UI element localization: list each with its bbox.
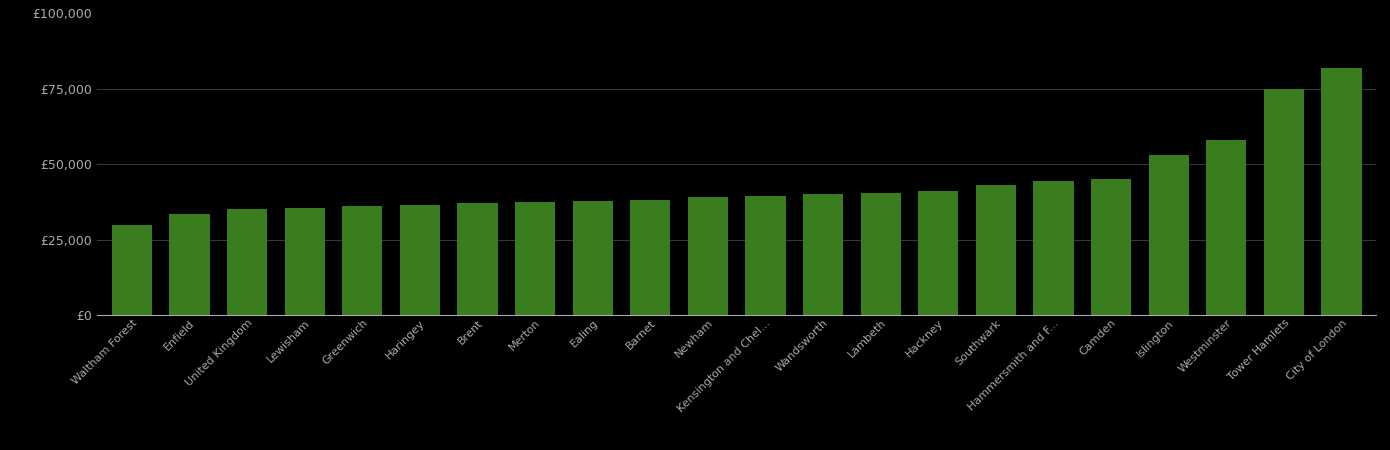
Bar: [1207, 140, 1247, 315]
Bar: [1091, 179, 1131, 315]
Bar: [630, 200, 670, 315]
Bar: [514, 202, 555, 315]
Bar: [1264, 89, 1304, 315]
Bar: [457, 203, 498, 315]
Bar: [170, 214, 210, 315]
Bar: [745, 196, 785, 315]
Bar: [919, 191, 959, 315]
Bar: [342, 207, 382, 315]
Bar: [688, 198, 728, 315]
Bar: [976, 185, 1016, 315]
Bar: [285, 208, 325, 315]
Bar: [1033, 181, 1073, 315]
Bar: [860, 193, 901, 315]
Bar: [1148, 155, 1188, 315]
Bar: [400, 205, 441, 315]
Bar: [803, 194, 844, 315]
Bar: [1322, 68, 1362, 315]
Bar: [573, 201, 613, 315]
Bar: [227, 209, 267, 315]
Bar: [111, 225, 152, 315]
